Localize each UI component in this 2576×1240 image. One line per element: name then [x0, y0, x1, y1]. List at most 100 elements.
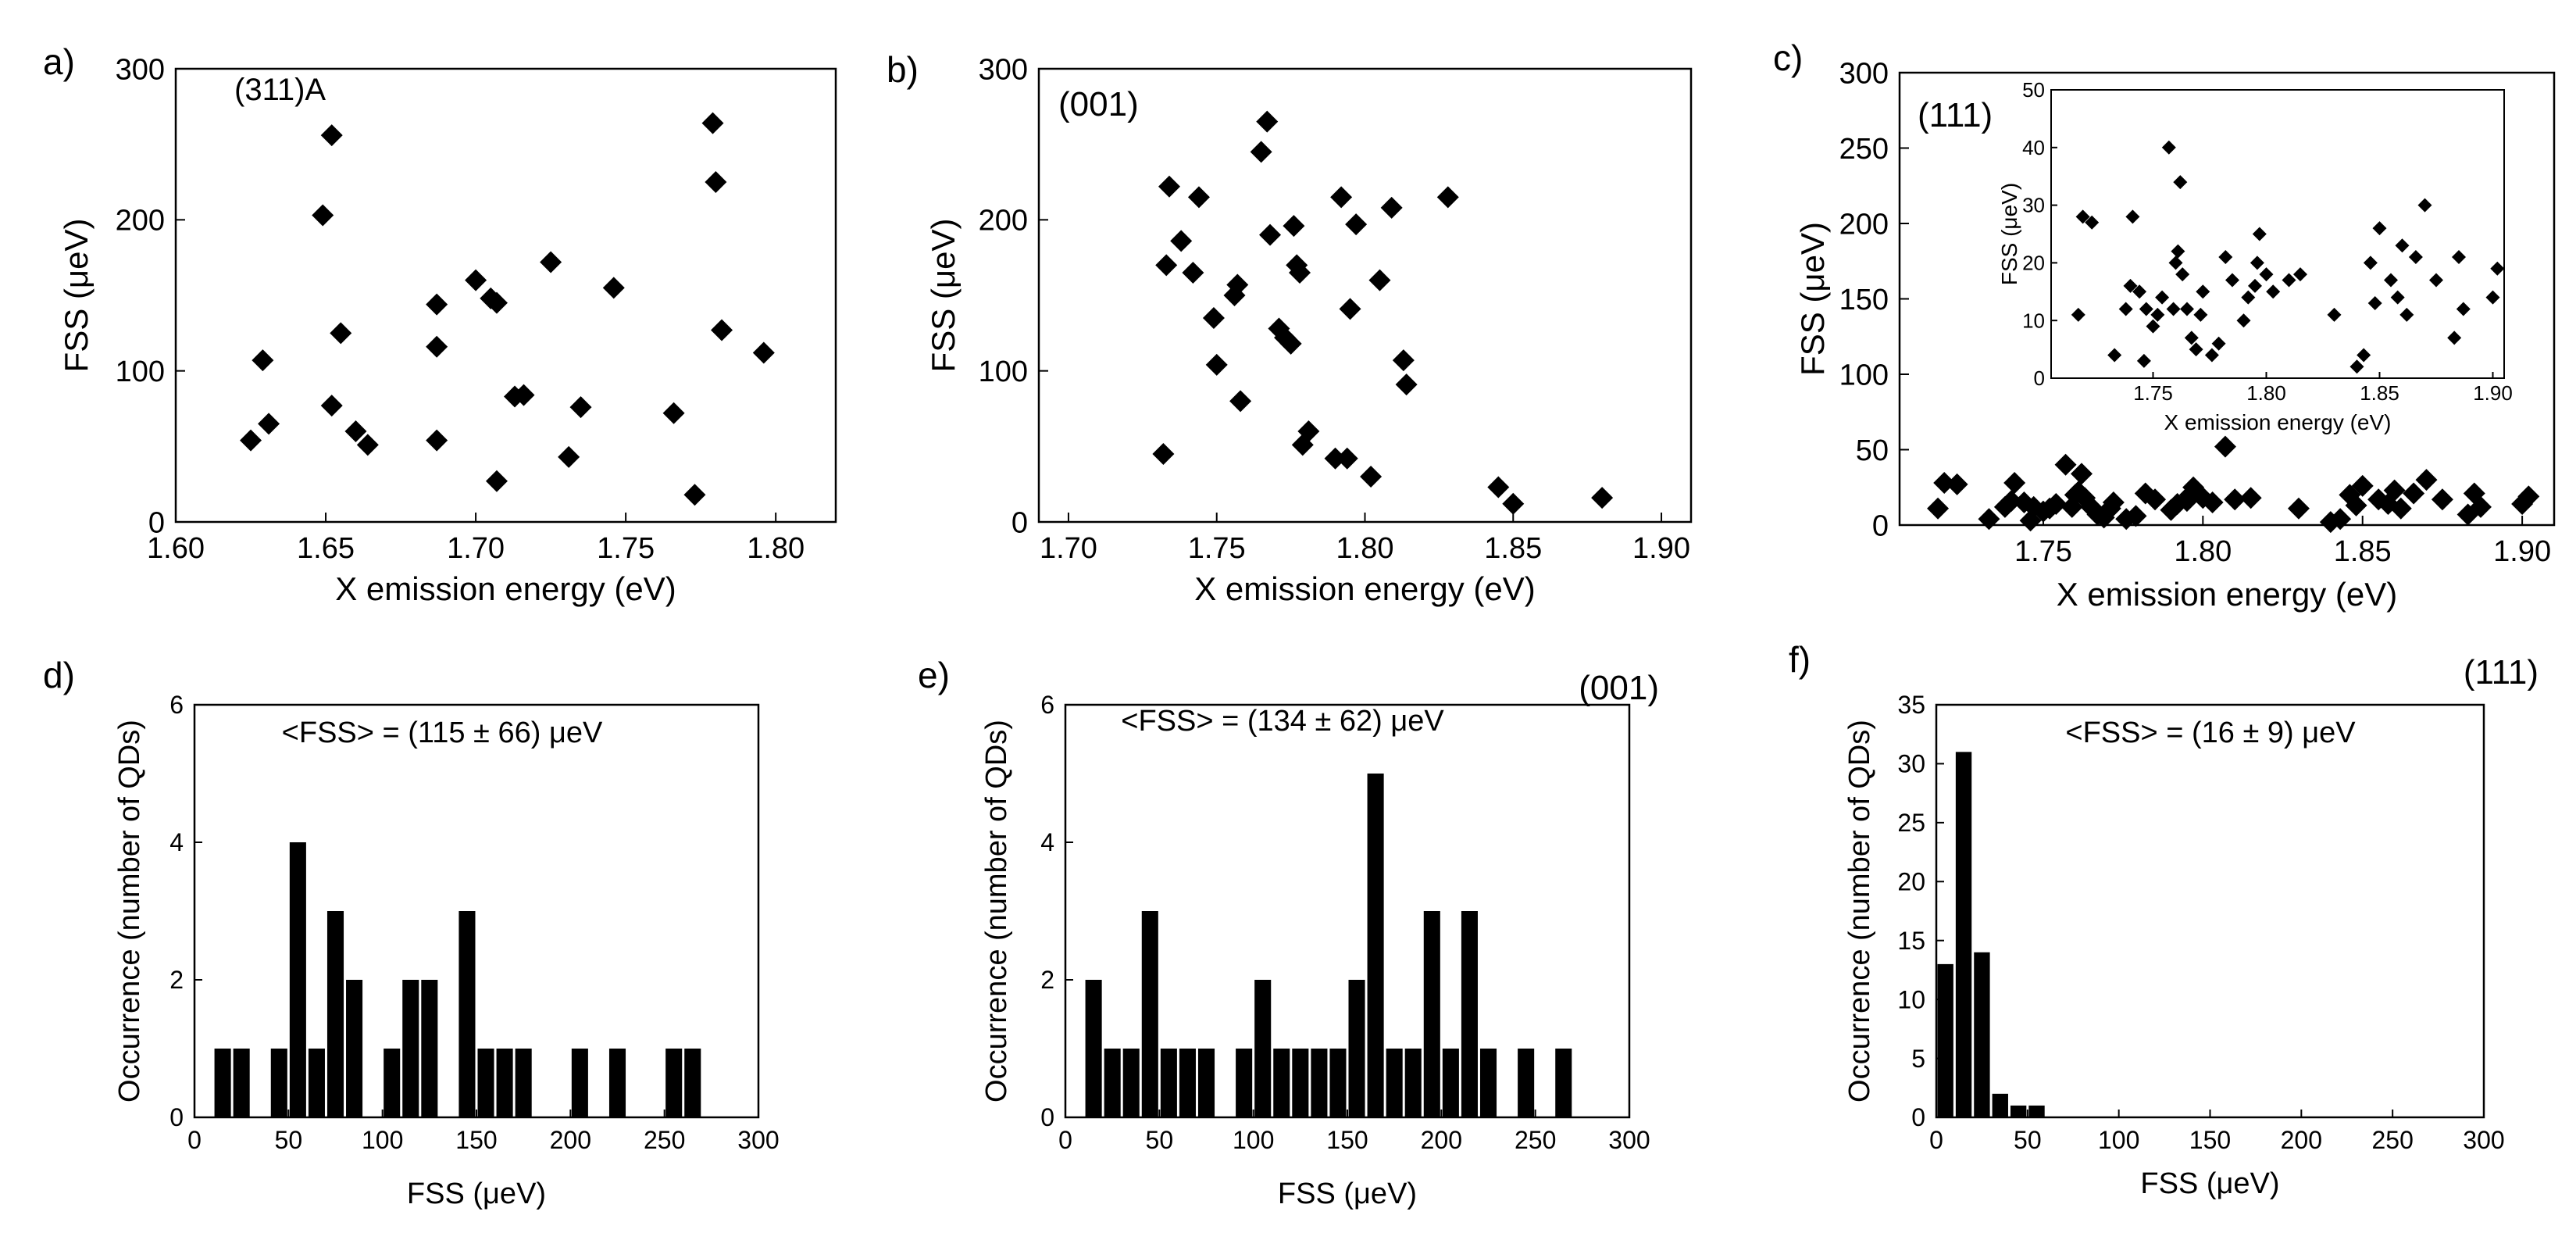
data-point: [1392, 349, 1415, 372]
data-point: [1182, 262, 1204, 284]
data-point: [2003, 471, 2026, 494]
data-point: [1502, 492, 1525, 515]
data-point: [2250, 256, 2264, 270]
data-point: [2456, 302, 2471, 316]
data-point: [1487, 476, 1510, 499]
data-point: [2282, 273, 2296, 288]
data-point: [602, 277, 625, 299]
histogram-bar: [1197, 1049, 1215, 1117]
x-tick-label: 1.75: [1188, 532, 1246, 565]
data-point: [2452, 250, 2466, 265]
data-point: [2447, 331, 2462, 345]
annotation: <FSS> = (115 ± 66) μeV: [282, 716, 603, 749]
x-tick-label: 100: [362, 1126, 403, 1154]
data-point: [485, 470, 508, 492]
y-tick-label: 2: [169, 966, 184, 994]
histogram-bar: [1254, 980, 1272, 1117]
data-point: [1978, 508, 2000, 531]
y-tick-label: 20: [2022, 252, 2045, 275]
x-tick-label: 1.85: [2334, 535, 2392, 568]
data-point: [2384, 273, 2398, 288]
data-point: [2372, 221, 2387, 236]
data-point: [2075, 209, 2090, 224]
plot-frame: [1037, 67, 1693, 524]
y-tick-label: 20: [1897, 867, 1925, 895]
histogram-bar: [2028, 1105, 2045, 1117]
data-point: [752, 341, 775, 364]
y-tick-label: 100: [1839, 359, 1889, 391]
x-axis-label: X emission energy (eV): [335, 570, 676, 607]
histogram-bar: [1461, 911, 1478, 1117]
data-point: [2399, 307, 2414, 322]
x-tick-label: 1.85: [2360, 381, 2399, 405]
histogram-bar: [1236, 1049, 1253, 1117]
x-tick-label: 50: [2014, 1126, 2042, 1154]
panel-label: b): [887, 49, 919, 90]
histogram-bar: [1404, 1049, 1422, 1117]
x-tick-label: 1.80: [747, 532, 805, 565]
y-tick-label: 0: [148, 506, 165, 539]
data-point: [2054, 453, 2077, 476]
annotation: (111): [1918, 96, 1993, 134]
annotation: (311)A: [234, 73, 326, 107]
x-tick-label: 250: [644, 1126, 685, 1154]
y-tick-label: 0: [169, 1103, 184, 1131]
data-point: [2389, 497, 2412, 520]
panel-1: 1.70 1.75 1.80 1.85 1.90 0 100 200 300 X emission…: [887, 49, 1693, 607]
x-tick-label: 0: [187, 1126, 202, 1154]
histogram-bar: [1348, 980, 1365, 1117]
data-point: [1205, 353, 1228, 376]
data-point: [1289, 262, 1311, 284]
histogram-bar: [477, 1049, 494, 1117]
histogram-bar: [1955, 752, 1972, 1117]
data-point: [2293, 267, 2307, 282]
data-point: [540, 251, 562, 273]
data-point: [1226, 273, 1249, 296]
data-point: [485, 291, 508, 314]
data-point: [1297, 420, 1320, 442]
data-point: [2201, 491, 2224, 514]
data-point: [2403, 482, 2425, 505]
y-axis-label: FSS (μeV): [925, 219, 962, 373]
histogram-bar: [308, 1049, 325, 1117]
y-axis-label: FSS (μeV): [1997, 183, 2021, 285]
y-tick-label: 0: [2034, 366, 2045, 390]
data-point: [705, 171, 727, 193]
histogram-bar: [458, 911, 476, 1117]
data-point: [2225, 273, 2239, 288]
data-point: [2136, 353, 2151, 368]
histogram-bar: [384, 1049, 401, 1117]
x-tick-label: 1.80: [2174, 535, 2232, 568]
histogram-bar: [1122, 1049, 1140, 1117]
histogram-bar: [1974, 952, 1990, 1117]
y-axis-label: FSS (μeV): [1794, 222, 1831, 376]
data-point: [1933, 471, 1956, 494]
data-point: [1368, 269, 1391, 291]
y-tick-label: 30: [1897, 750, 1925, 778]
annotation: <FSS> = (134 ± 62) μeV: [1121, 705, 1444, 738]
panel-label: c): [1773, 38, 1803, 78]
data-point: [2357, 348, 2371, 363]
data-point: [1152, 443, 1175, 465]
data-point: [426, 429, 448, 452]
histogram-bar: [402, 980, 419, 1117]
data-point: [2184, 331, 2199, 345]
panel-6: 0 50 100 150 200 250 300 0 5 10 15 20 25 30 35 FSS (μeV…: [1789, 639, 2539, 1200]
histogram-bar: [571, 1049, 588, 1117]
x-tick-label: 1.85: [1484, 532, 1542, 565]
y-axis-label: Occurrence (number of QDs): [1843, 720, 1876, 1102]
data-point: [1946, 473, 1968, 495]
data-point: [2132, 284, 2147, 299]
data-point: [330, 322, 352, 345]
data-point: [1436, 186, 1459, 209]
histogram-bar: [1085, 980, 1102, 1117]
x-tick-label: 1.75: [597, 532, 655, 565]
y-tick-label: 100: [979, 356, 1028, 388]
data-point: [2180, 302, 2194, 316]
y-axis-label: Occurrence (number of QDs): [113, 720, 146, 1102]
y-tick-label: 100: [116, 356, 165, 388]
data-point: [2211, 336, 2226, 351]
x-tick-label: 1.65: [297, 532, 355, 565]
y-tick-label: 6: [169, 691, 184, 719]
